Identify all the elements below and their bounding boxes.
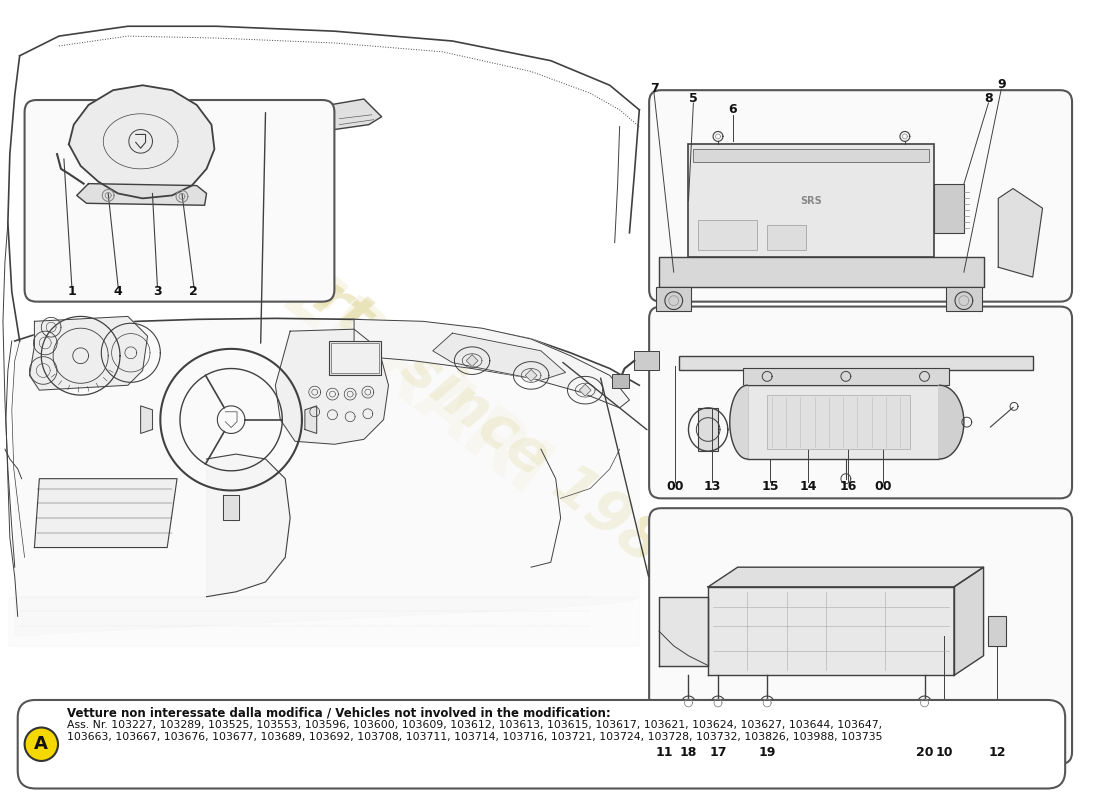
Bar	[698, 408, 718, 451]
Polygon shape	[14, 318, 639, 636]
Polygon shape	[305, 406, 317, 434]
Text: 00: 00	[874, 480, 892, 493]
Text: 11: 11	[656, 746, 672, 758]
Text: 6: 6	[728, 103, 737, 116]
Bar	[742, 367, 949, 386]
Polygon shape	[708, 587, 954, 675]
Text: 18: 18	[680, 746, 697, 758]
Bar	[767, 225, 806, 250]
Bar	[767, 395, 910, 449]
Text: 10: 10	[935, 746, 953, 758]
Bar	[656, 287, 692, 311]
FancyBboxPatch shape	[24, 100, 334, 302]
Text: Ass. Nr. 103227, 103289, 103525, 103553, 103596, 103600, 103609, 103612, 103613,: Ass. Nr. 103227, 103289, 103525, 103553,…	[67, 720, 882, 730]
Text: 8: 8	[984, 91, 993, 105]
Polygon shape	[34, 478, 177, 547]
Polygon shape	[659, 258, 983, 287]
Text: SRS: SRS	[801, 196, 823, 206]
Text: 2: 2	[189, 286, 198, 298]
Polygon shape	[324, 99, 382, 130]
Bar	[612, 374, 629, 388]
Polygon shape	[659, 597, 708, 666]
Bar	[934, 184, 964, 233]
Text: parts since 1982: parts since 1982	[240, 219, 705, 601]
Bar	[635, 351, 659, 370]
Bar	[698, 220, 757, 250]
Polygon shape	[954, 567, 983, 675]
Text: 4: 4	[113, 286, 122, 298]
Text: 16: 16	[839, 480, 857, 493]
Polygon shape	[580, 384, 591, 396]
Polygon shape	[207, 454, 290, 597]
Polygon shape	[8, 597, 639, 646]
Text: FERRARI: FERRARI	[226, 228, 561, 513]
Polygon shape	[275, 329, 388, 444]
Text: 103663, 103667, 103676, 103677, 103689, 103692, 103708, 103711, 103714, 103716, : 103663, 103667, 103676, 103677, 103689, …	[67, 733, 882, 742]
Circle shape	[24, 727, 58, 761]
Text: 19: 19	[759, 746, 775, 758]
FancyBboxPatch shape	[18, 700, 1065, 789]
Text: Vetture non interessate dalla modifica / Vehicles not involved in the modificati: Vetture non interessate dalla modifica /…	[67, 707, 611, 720]
Polygon shape	[432, 333, 565, 380]
Text: 12: 12	[989, 746, 1006, 758]
Bar	[331, 343, 378, 374]
Text: 1: 1	[67, 286, 76, 298]
Polygon shape	[77, 184, 207, 206]
Bar	[693, 149, 930, 162]
Polygon shape	[525, 370, 537, 382]
Text: A: A	[34, 735, 48, 754]
Text: 5: 5	[689, 91, 697, 105]
Bar	[330, 341, 381, 375]
Text: 00: 00	[666, 480, 683, 493]
Text: 3: 3	[153, 286, 162, 298]
Polygon shape	[466, 354, 478, 366]
Text: 15: 15	[761, 480, 779, 493]
FancyBboxPatch shape	[649, 90, 1072, 302]
Polygon shape	[729, 386, 748, 459]
Polygon shape	[141, 406, 153, 434]
Polygon shape	[354, 319, 629, 408]
Bar	[989, 616, 1006, 646]
Text: 17: 17	[710, 746, 727, 758]
FancyBboxPatch shape	[649, 508, 1072, 764]
Bar	[748, 386, 939, 459]
Polygon shape	[939, 386, 964, 459]
Bar	[946, 287, 981, 311]
Polygon shape	[223, 495, 239, 520]
FancyBboxPatch shape	[649, 306, 1072, 498]
Bar	[679, 356, 1033, 370]
Text: 14: 14	[800, 480, 817, 493]
Polygon shape	[999, 189, 1043, 277]
Text: 13: 13	[703, 480, 720, 493]
Polygon shape	[30, 316, 147, 390]
Text: 20: 20	[916, 746, 933, 758]
Polygon shape	[708, 567, 983, 587]
Text: 9: 9	[997, 78, 1005, 90]
Bar	[689, 144, 934, 258]
Polygon shape	[69, 86, 214, 198]
Text: 7: 7	[650, 82, 659, 94]
